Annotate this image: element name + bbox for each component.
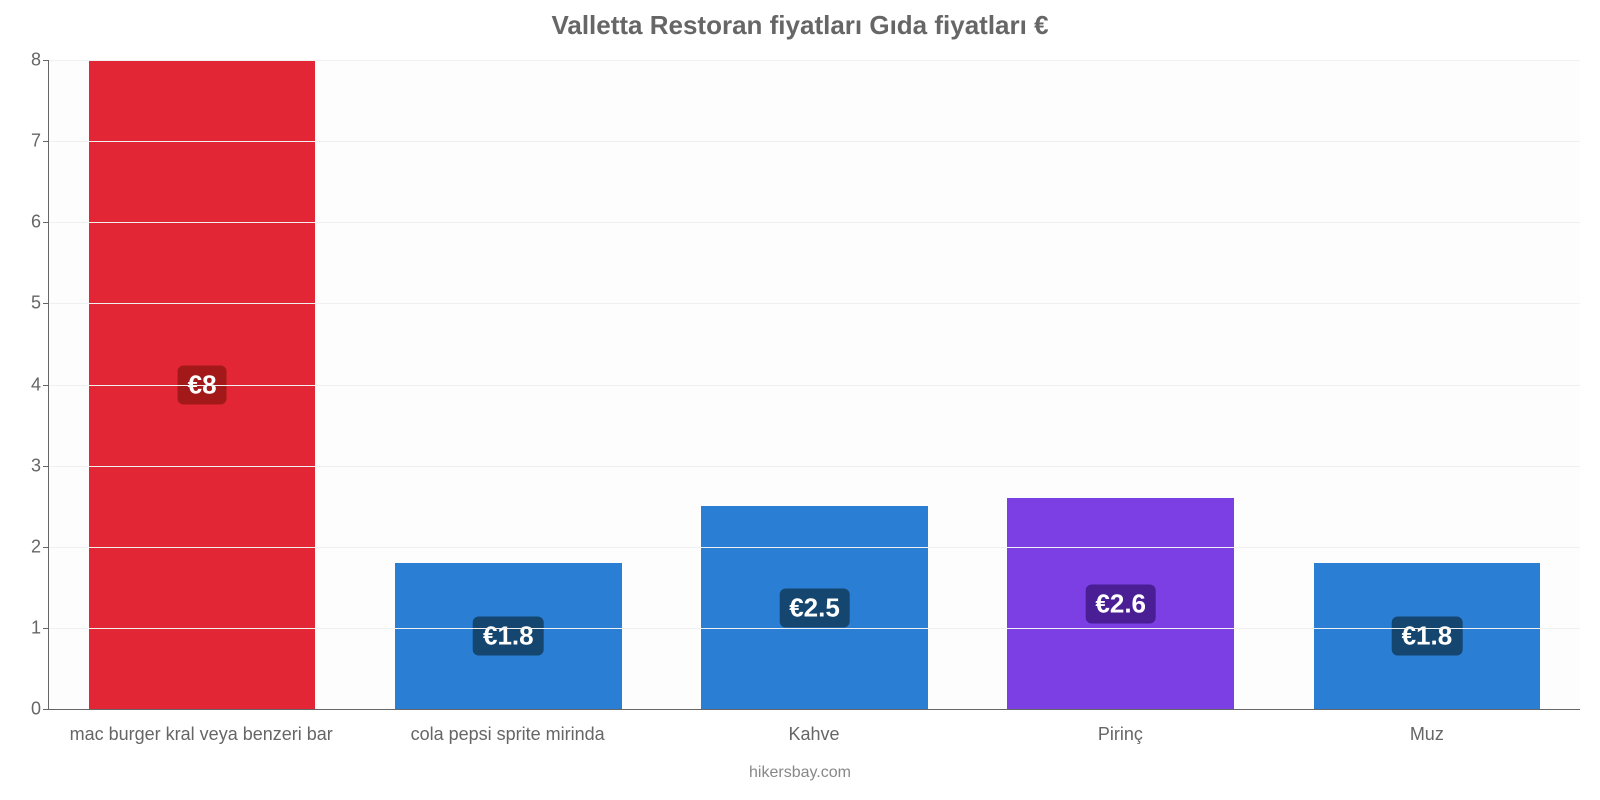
xtick-label: cola pepsi sprite mirinda	[354, 724, 660, 745]
chart-container: Valletta Restoran fiyatları Gıda fiyatla…	[0, 0, 1600, 800]
gridline	[49, 385, 1580, 386]
ytick-label: 1	[9, 617, 49, 638]
xtick-label: Pirinç	[967, 724, 1273, 745]
ytick-label: 3	[9, 455, 49, 476]
gridline	[49, 547, 1580, 548]
chart-title: Valletta Restoran fiyatları Gıda fiyatla…	[0, 10, 1600, 41]
ytick-label: 7	[9, 131, 49, 152]
value-badge: €2.5	[779, 588, 850, 627]
x-axis-labels: mac burger kral veya benzeri barcola pep…	[48, 724, 1580, 745]
gridline	[49, 222, 1580, 223]
xtick-label: mac burger kral veya benzeri bar	[48, 724, 354, 745]
xtick-label: Kahve	[661, 724, 967, 745]
plot-area: €8€1.8€2.5€2.6€1.8 012345678	[48, 60, 1580, 710]
xtick-label: Muz	[1274, 724, 1580, 745]
ytick-label: 6	[9, 212, 49, 233]
gridline	[49, 303, 1580, 304]
ytick-label: 2	[9, 536, 49, 557]
ytick-label: 4	[9, 374, 49, 395]
gridline	[49, 628, 1580, 629]
value-badge: €2.6	[1085, 584, 1156, 623]
chart-footer: hikersbay.com	[0, 764, 1600, 782]
gridline	[49, 60, 1580, 61]
ytick-label: 5	[9, 293, 49, 314]
gridline	[49, 466, 1580, 467]
gridline	[49, 141, 1580, 142]
ytick-label: 0	[9, 699, 49, 720]
ytick-label: 8	[9, 50, 49, 71]
value-badge: €1.8	[1392, 617, 1463, 656]
value-badge: €1.8	[473, 617, 544, 656]
